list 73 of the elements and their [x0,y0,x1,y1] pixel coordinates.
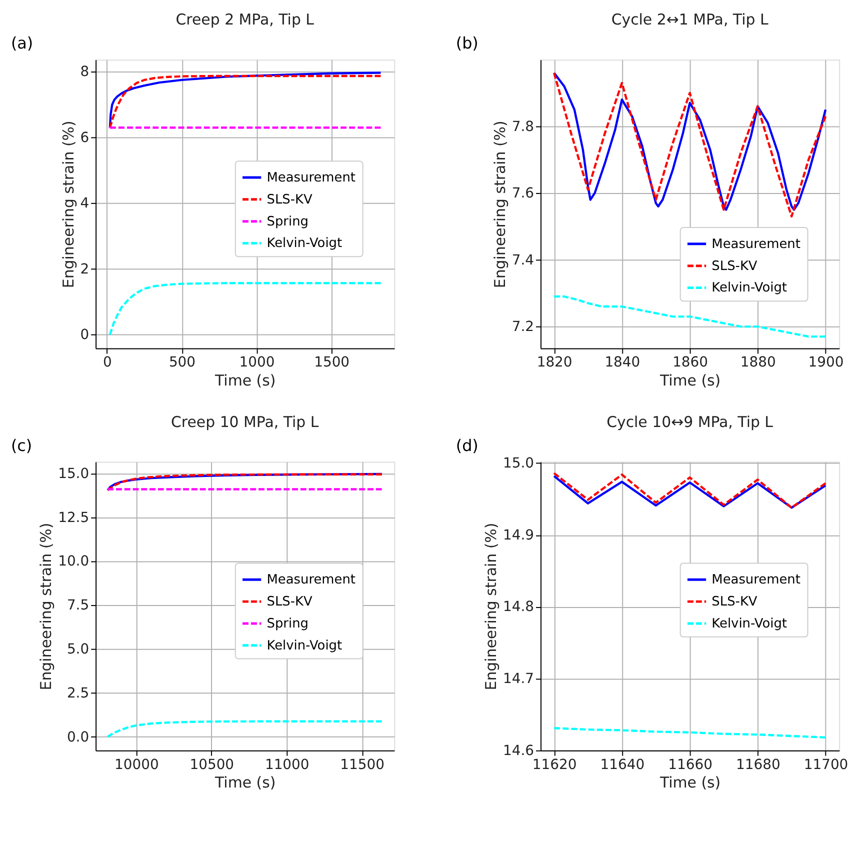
x-tick-label: 11680 [736,756,780,773]
y-tick-label: 12.5 [58,510,90,526]
line-series [552,727,827,739]
y-axis-title: Engineering strain (%) [482,522,500,690]
legend-label: Kelvin-Voigt [266,236,342,252]
legend-label: SLS-KV [712,594,758,610]
legend-label: Measurement [266,170,356,186]
y-tick-label: 6 [80,130,90,146]
x-tick-label: 10500 [190,756,234,773]
y-tick-label: 8 [80,64,90,80]
legend-label: Kelvin-Voigt [266,638,342,654]
y-tick-label: 10.0 [58,554,90,570]
chart-title: Cycle 2↔1 MPa, Tip L [611,10,769,29]
x-axis-title: Time (s) [214,372,276,390]
y-tick-label: 14.7 [503,671,534,688]
y-tick-label: 2 [80,261,90,278]
x-tick-label: 11700 [804,756,848,773]
x-tick-label: 11640 [600,756,645,773]
y-tick-label: 15.0 [503,456,534,472]
y-tick-label: 7.8 [512,118,534,135]
y-tick-label: 14.6 [503,742,534,759]
legend-label: SLS-KV [266,594,312,610]
legend-label: Measurement [266,572,356,588]
x-tick-label: 1500 [314,354,350,371]
x-tick-label: 11660 [668,756,712,773]
y-tick-label: 7.4 [512,252,534,268]
x-tick-label: 11620 [532,756,577,773]
chart-title: Creep 2 MPa, Tip L [176,10,315,29]
legend-label: Spring [266,214,308,230]
x-tick-label: 1840 [604,354,640,371]
line-series [108,282,382,336]
line-series [552,295,827,338]
legend-label: Kelvin-Voigt [712,616,787,632]
x-tick-label: 500 [168,354,196,371]
x-axis-title: Time (s) [658,372,721,390]
y-tick-label: 14.8 [503,599,534,616]
y-tick-label: 7.2 [512,319,534,336]
y-tick-label: 7.6 [512,186,534,202]
text: (c) [10,436,32,455]
text: (d) [456,436,478,455]
x-tick-label: 1880 [740,354,776,371]
text: (a) [10,34,34,53]
x-axis-title: Time (s) [658,774,721,792]
x-tick-label: 0 [102,354,112,371]
x-tick-label: 11500 [340,756,384,773]
y-tick-label: 5.0 [66,642,90,658]
legend-label: Kelvin-Voigt [712,280,787,296]
y-tick-label: 4 [80,196,90,212]
chart-title: Creep 10 MPa, Tip L [171,412,320,431]
y-axis-title: Engineering strain (%) [59,120,78,288]
x-tick-label: 1000 [239,354,275,371]
x-tick-label: 11000 [264,756,310,773]
y-tick-label: 0 [80,327,90,344]
x-tick-label: 10000 [114,756,159,773]
y-tick-label: 14.9 [503,527,534,544]
x-tick-label: 1820 [536,354,572,371]
y-axis-title: Engineering strain (%) [37,522,56,690]
legend-label: SLS-KV [266,192,312,208]
y-tick-label: 0.0 [66,729,90,746]
y-tick-label: 7.5 [66,598,90,614]
line-series [106,720,383,738]
legend-label: Spring [266,616,308,632]
legend-label: Measurement [712,236,800,252]
y-tick-label: 15.0 [58,466,90,482]
legend-label: SLS-KV [712,258,758,274]
chart-title: Cycle 10↔9 MPa, Tip L [606,412,774,431]
x-tick-label: 1900 [808,354,844,371]
legend-label: Measurement [712,572,800,588]
text: (b) [456,34,478,53]
y-axis-title: Engineering strain (%) [490,120,509,288]
x-axis-title: Time (s) [214,774,276,792]
y-tick-label: 2.5 [66,685,90,702]
x-tick-label: 1860 [672,354,708,371]
